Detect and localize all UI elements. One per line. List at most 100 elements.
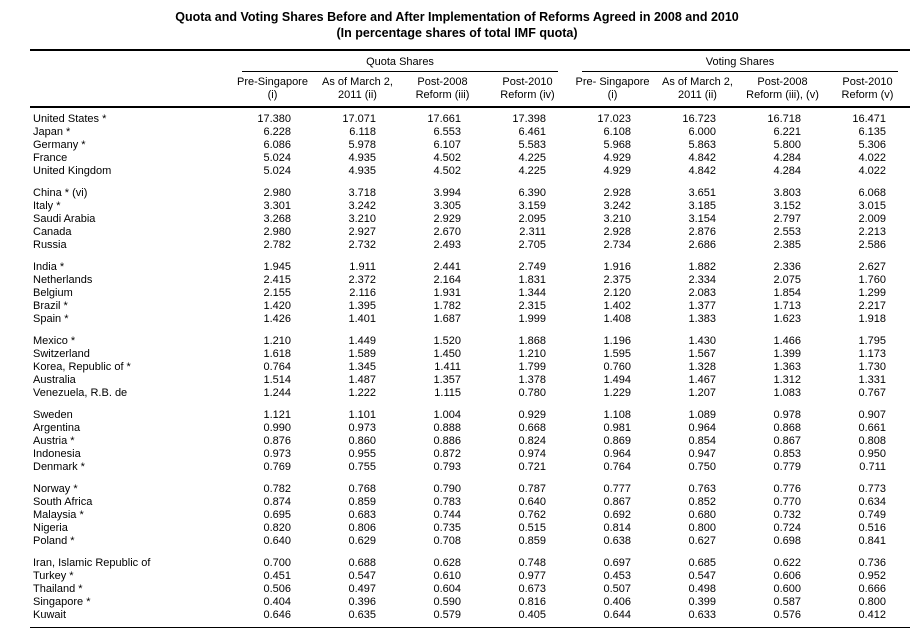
country-name: South Africa bbox=[33, 496, 93, 508]
value-cell: 1.449 bbox=[348, 335, 376, 347]
country-name: Australia bbox=[33, 374, 76, 386]
value-cell: 2.627 bbox=[858, 261, 886, 273]
column-header-row: Pre-Singapore (i) As of March 2, 2011 (i… bbox=[30, 72, 910, 108]
value-cell: 2.797 bbox=[773, 213, 801, 225]
value-cell: 0.964 bbox=[688, 422, 716, 434]
value-cell: 1.378 bbox=[518, 374, 546, 386]
value-cell: 4.284 bbox=[773, 152, 801, 164]
table-row: Canada 2.980 2.927 2.670 2.311 2.928 2.876 2.55… bbox=[30, 226, 910, 239]
value-cell: 1.520 bbox=[433, 335, 461, 347]
value-cell: 0.635 bbox=[348, 609, 376, 621]
value-cell: 1.395 bbox=[348, 300, 376, 312]
table-row: India * 1.945 1.911 2.441 2.749 1.916 1.882 2.3… bbox=[30, 261, 910, 274]
value-cell: 0.888 bbox=[433, 422, 461, 434]
value-cell: 2.116 bbox=[349, 287, 376, 299]
value-cell: 3.154 bbox=[688, 213, 716, 225]
country-name: Austria * bbox=[33, 435, 75, 447]
value-cell: 2.385 bbox=[773, 239, 801, 251]
value-cell: 1.401 bbox=[348, 313, 376, 325]
value-cell: 2.441 bbox=[433, 261, 461, 273]
value-cell: 0.697 bbox=[603, 557, 631, 569]
value-cell: 0.735 bbox=[433, 522, 461, 534]
value-cell: 1.345 bbox=[348, 361, 376, 373]
table-row: Venezuela, R.B. de 1.244 1.222 1.115 0.780 1.… bbox=[30, 387, 910, 400]
value-cell: 4.502 bbox=[433, 165, 461, 177]
value-cell: 0.841 bbox=[858, 535, 886, 547]
column-header-quota-post-2010: Post-2010 Reform (iv) bbox=[485, 72, 570, 108]
value-cell: 4.935 bbox=[348, 152, 376, 164]
value-cell: 2.372 bbox=[348, 274, 376, 286]
value-cell: 0.860 bbox=[348, 435, 376, 447]
value-cell: 0.773 bbox=[858, 483, 886, 495]
value-cell: 1.918 bbox=[858, 313, 886, 325]
value-cell: 1.383 bbox=[688, 313, 716, 325]
value-cell: 1.799 bbox=[518, 361, 546, 373]
value-cell: 2.686 bbox=[688, 239, 716, 251]
value-cell: 5.024 bbox=[263, 165, 291, 177]
value-cell: 0.779 bbox=[773, 461, 801, 473]
value-cell: 3.994 bbox=[433, 187, 461, 199]
value-cell: 5.863 bbox=[688, 139, 716, 151]
title-block: Quota and Voting Shares Before and After… bbox=[0, 0, 914, 41]
table-row: United Kingdom 5.024 4.935 4.502 4.225 4.929 4… bbox=[30, 165, 910, 178]
value-cell: 1.854 bbox=[773, 287, 801, 299]
value-cell: 0.604 bbox=[433, 583, 461, 595]
country-name: Argentina bbox=[33, 422, 81, 434]
value-cell: 0.974 bbox=[518, 448, 546, 460]
value-cell: 2.586 bbox=[858, 239, 886, 251]
table-row: Germany * 6.086 5.978 6.107 5.583 5.968 5.863 5… bbox=[30, 139, 910, 152]
value-cell: 1.357 bbox=[433, 374, 461, 386]
value-cell: 0.973 bbox=[263, 448, 291, 460]
value-cell: 2.782 bbox=[263, 239, 291, 251]
value-cell: 5.968 bbox=[603, 139, 631, 151]
value-cell: 0.610 bbox=[433, 570, 461, 582]
value-cell: 0.749 bbox=[858, 509, 886, 521]
value-cell: 16.718 bbox=[767, 113, 801, 125]
value-cell: 0.406 bbox=[603, 596, 631, 608]
value-cell: 0.874 bbox=[263, 496, 291, 508]
group-gap bbox=[30, 474, 910, 483]
value-cell: 0.867 bbox=[773, 435, 801, 447]
value-cell: 2.315 bbox=[518, 300, 546, 312]
value-cell: 3.268 bbox=[263, 213, 291, 225]
value-cell: 0.711 bbox=[859, 461, 886, 473]
table-row: Singapore * 0.404 0.396 0.590 0.816 0.406 0.39… bbox=[30, 596, 910, 609]
value-cell: 2.670 bbox=[433, 226, 461, 238]
value-cell: 4.929 bbox=[603, 165, 631, 177]
value-cell: 2.705 bbox=[518, 239, 546, 251]
value-cell: 0.627 bbox=[688, 535, 716, 547]
value-cell: 3.242 bbox=[348, 200, 376, 212]
country-name: Turkey * bbox=[33, 570, 74, 582]
value-cell: 1.108 bbox=[603, 409, 631, 421]
value-cell: 2.929 bbox=[433, 213, 461, 225]
value-cell: 2.336 bbox=[773, 261, 801, 273]
value-cell: 0.629 bbox=[348, 535, 376, 547]
country-name: Mexico * bbox=[33, 335, 76, 347]
table-row: Italy * 3.301 3.242 3.305 3.159 3.242 3.185 3.1… bbox=[30, 200, 910, 213]
value-cell: 2.927 bbox=[348, 226, 376, 238]
country-name: China * (vi) bbox=[33, 187, 88, 199]
value-cell: 0.978 bbox=[773, 409, 801, 421]
value-cell: 1.426 bbox=[263, 313, 291, 325]
value-cell: 0.950 bbox=[858, 448, 886, 460]
value-cell: 5.583 bbox=[518, 139, 546, 151]
value-cell: 0.587 bbox=[773, 596, 801, 608]
value-cell: 1.623 bbox=[773, 313, 801, 325]
table-row: Denmark * 0.769 0.755 0.793 0.721 0.764 0.750 0… bbox=[30, 461, 910, 474]
value-cell: 0.886 bbox=[433, 435, 461, 447]
value-cell: 17.071 bbox=[342, 113, 376, 125]
value-cell: 1.760 bbox=[858, 274, 886, 286]
country-name: Nigeria bbox=[33, 522, 68, 534]
table-row: China * (vi) 2.980 3.718 3.994 6.390 2.928 3.6… bbox=[30, 187, 910, 200]
value-cell: 5.306 bbox=[858, 139, 886, 151]
table-row: France 5.024 4.935 4.502 4.225 4.929 4.842 4.28… bbox=[30, 152, 910, 165]
value-cell: 1.101 bbox=[348, 409, 376, 421]
group-label: Voting Shares bbox=[705, 56, 775, 68]
value-cell: 3.803 bbox=[773, 187, 801, 199]
table-row: Russia 2.782 2.732 2.493 2.705 2.734 2.686 2.38… bbox=[30, 239, 910, 252]
value-cell: 1.210 bbox=[263, 335, 291, 347]
value-cell: 0.782 bbox=[263, 483, 291, 495]
value-cell: 0.977 bbox=[518, 570, 546, 582]
value-cell: 1.945 bbox=[263, 261, 291, 273]
